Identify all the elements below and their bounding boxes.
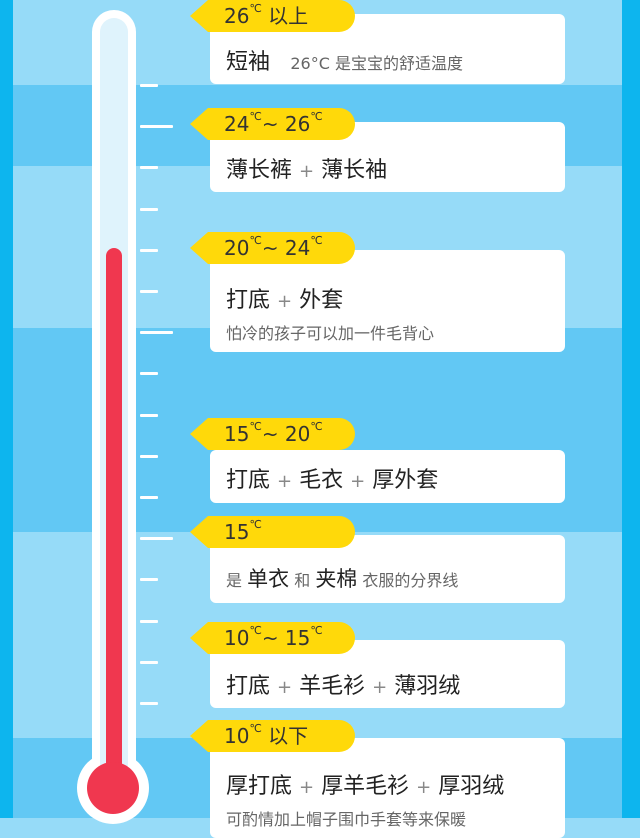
- clothing-text: 是 单衣 和 夹棉 衣服的分界线: [226, 567, 459, 591]
- temperature-tag: 10℃ 以下: [190, 720, 355, 752]
- scale-tick: [140, 372, 158, 375]
- temperature-tag: 10℃~ 15℃: [190, 622, 355, 654]
- clothing-text: 短袖: [226, 50, 271, 75]
- clothing-text: 打底 + 羊毛衫 + 薄羽绒: [226, 674, 461, 699]
- temperature-tag: 15℃: [190, 516, 355, 548]
- scale-tick: [140, 84, 158, 87]
- level-card: 打底 + 外套 怕冷的孩子可以加一件毛背心: [210, 250, 565, 352]
- scale-tick: [140, 620, 158, 623]
- scale-tick: [140, 414, 158, 417]
- clothing-text: 打底 + 外套: [226, 288, 344, 313]
- scale-tick: [140, 166, 158, 169]
- right-border: [622, 0, 640, 818]
- temperature-tag: 20℃~ 24℃: [190, 232, 355, 264]
- note-text: 可酌情加上帽子围巾手套等来保暖: [226, 810, 467, 829]
- left-border: [0, 0, 13, 818]
- clothing-text: 厚打底 + 厚羊毛衫 + 厚羽绒: [226, 774, 505, 799]
- scale-tick: [140, 290, 158, 293]
- level-card: 打底 + 毛衣 + 厚外套: [210, 450, 565, 503]
- temperature-tag: 26℃ 以上: [190, 0, 355, 32]
- mercury-bulb: [87, 762, 139, 814]
- scale-tick: [140, 125, 173, 128]
- scale-tick: [140, 661, 158, 664]
- scale-tick: [140, 208, 158, 211]
- temperature-tag: 24℃~ 26℃: [190, 108, 355, 140]
- scale-tick: [140, 702, 158, 705]
- scale-tick: [140, 537, 173, 540]
- clothing-text: 打底 + 毛衣 + 厚外套: [226, 468, 439, 493]
- scale-tick: [140, 249, 158, 252]
- note-text: 26°C 是宝宝的舒适温度: [290, 54, 463, 73]
- scale-tick: [140, 331, 173, 334]
- note-text: 怕冷的孩子可以加一件毛背心: [226, 324, 435, 343]
- scale-tick: [140, 496, 158, 499]
- level-card: 厚打底 + 厚羊毛衫 + 厚羽绒 可酌情加上帽子围巾手套等来保暖: [210, 738, 565, 838]
- scale-tick: [140, 455, 158, 458]
- temperature-tag: 15℃~ 20℃: [190, 418, 355, 450]
- clothing-text: 薄长裤 + 薄长袖: [226, 158, 388, 183]
- level-card: 打底 + 羊毛衫 + 薄羽绒: [210, 640, 565, 708]
- scale-tick: [140, 578, 158, 581]
- mercury-column: [106, 248, 122, 788]
